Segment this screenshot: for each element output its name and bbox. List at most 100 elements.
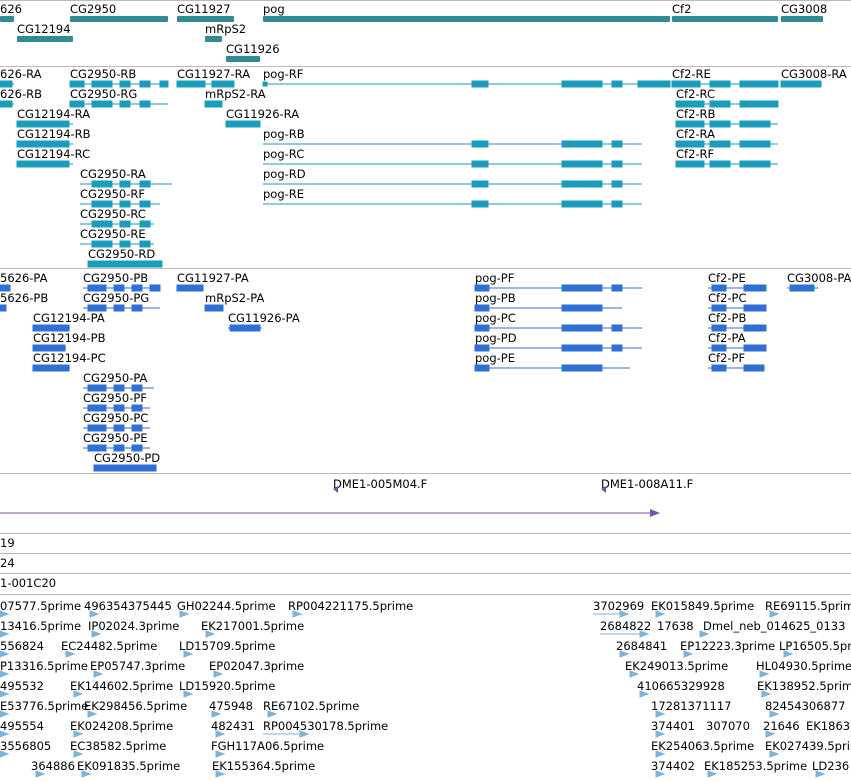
est-label[interactable]: EK144602.5prime [70,679,174,693]
transcript-label[interactable]: CG2950-RB [70,67,137,81]
transcript-label[interactable]: pog-RB [263,127,305,141]
est-label[interactable]: EK024208.5prime [70,719,174,733]
transcript-label[interactable]: Cf2-PA [708,331,746,345]
transcript-label[interactable]: pog-RD [263,167,306,181]
gene-bar[interactable] [0,16,14,22]
transcript-label[interactable]: Cf2-RC [676,87,715,101]
transcript-label[interactable]: CG3008-RA [781,67,847,81]
transcript-label[interactable]: CG3008-PA [787,271,851,285]
transcript-label[interactable]: Cf2-PF [708,351,746,365]
est-label[interactable]: EK091835.5prime [77,759,181,773]
transcript-label[interactable]: Cf2-RF [676,147,715,161]
transcript-label[interactable]: CG2950-PF [83,391,147,405]
transcript-label[interactable]: 5626-PB [0,291,49,305]
est-label[interactable]: 2684822 [600,619,652,633]
est-label[interactable]: RE67102.5prime [263,699,360,713]
gene-label[interactable]: CG2950 [70,2,117,16]
transcript-label[interactable]: CG2950-PD [94,451,161,465]
est-label[interactable]: E53776.5prime [0,699,89,713]
gene-label[interactable]: CG11927 [177,2,231,16]
est-label[interactable]: LD15709.5prime [179,639,276,653]
est-label[interactable]: EK217001.5prime [201,619,305,633]
est-label[interactable]: 13416.5prime [0,619,82,633]
est-label[interactable]: 21646 [763,719,800,733]
transcript-label[interactable]: 626-RA [0,67,42,81]
est-label[interactable]: EK254063.5prime [651,739,755,753]
gene-bar[interactable] [70,16,168,22]
gene-label[interactable]: pog [263,2,285,16]
est-label[interactable]: RP004221175.5prime [288,599,414,613]
est-label[interactable]: Dmel_neb_014625_0133 [703,619,846,633]
transcript-label[interactable]: CG11926-PA [228,311,300,325]
gene-bar[interactable] [17,36,73,42]
transcript-label[interactable]: CG2950-RF [80,187,145,201]
est-label[interactable]: EK249013.5prime [625,659,729,673]
est-label[interactable]: 3702969 [593,599,645,613]
transcript-label[interactable]: CG2950-PB [83,271,149,285]
est-label[interactable]: 496354375445 [84,599,172,613]
gene-label[interactable]: Cf2 [672,2,692,16]
transcript-label[interactable]: Cf2-PC [708,291,747,305]
transcript-label[interactable]: CG2950-PG [83,291,150,305]
est-label[interactable]: EK138952.5prime [757,679,851,693]
est-label[interactable]: EP02047.3prime [209,659,305,673]
transcript-label[interactable]: CG12194-RC [17,147,91,161]
transcript-label[interactable]: mRpS2-PA [205,291,265,305]
est-label[interactable]: LD15920.5prime [179,679,276,693]
est-label[interactable]: RP004530178.5prime [263,719,389,733]
est-label[interactable]: 495532 [0,679,44,693]
est-label[interactable]: EK015849.5prime [651,599,755,613]
transcript-label[interactable]: CG12194-RA [17,107,91,121]
est-label[interactable]: 364886 [31,759,75,773]
est-label[interactable]: 2684841 [616,639,668,653]
est-label[interactable]: 307070 [706,719,750,733]
transcript-label[interactable]: CG2950-RE [80,227,146,241]
gene-label[interactable]: mRpS2 [205,22,247,36]
est-label[interactable]: EP12223.3prime [680,639,776,653]
est-label[interactable]: IP02024.3prime [88,619,180,633]
transcript-label[interactable]: pog-RF [263,67,304,81]
transcript-label[interactable]: 626-RB [0,87,42,101]
transcript-label[interactable]: CG11927-RA [177,67,251,81]
est-label[interactable]: LP16505.5prime [779,639,851,653]
transcript-label[interactable]: Cf2-RE [672,67,711,81]
gene-label[interactable]: CG11926 [226,42,280,56]
transcript-label[interactable]: CG2950-PC [83,411,149,425]
transcript-label[interactable]: pog-PD [475,331,517,345]
est-label[interactable]: HL04930.5prime [756,659,851,673]
est-label[interactable]: 82454306877 [765,699,846,713]
transcript-label[interactable]: CG12194-RB [17,127,91,141]
est-label[interactable]: FGH117A06.5prime [211,739,325,753]
est-label[interactable]: 07577.5prime [0,599,82,613]
est-label[interactable]: 3556805 [0,739,52,753]
transcript-label[interactable]: Cf2-RA [676,127,715,141]
gene-bar[interactable] [672,16,778,22]
est-label[interactable]: EK027439.5prime [765,739,851,753]
transcript-label[interactable]: pog-PC [475,311,516,325]
est-label[interactable]: EK298456.5prime [84,699,188,713]
est-label[interactable]: RE69115.5prime [765,599,851,613]
est-label[interactable]: 17638 [657,619,694,633]
transcript-label[interactable]: CG12194-PA [33,311,105,325]
track-label[interactable]: 1-001C20 [0,576,57,590]
transcript-label[interactable]: CG2950-PE [83,431,148,445]
gene-bar[interactable] [177,16,234,22]
transcript-label[interactable]: CG2950-RA [80,167,146,181]
transcript-label[interactable]: CG11926-RA [226,107,300,121]
gene-bar[interactable] [205,36,222,42]
clone-label[interactable]: DME1-005M04.F [333,477,428,491]
transcript-label[interactable]: CG11927-PA [177,271,249,285]
transcript-label[interactable]: 5626-PA [0,271,48,285]
est-label[interactable]: 410665329928 [637,679,725,693]
gene-bar[interactable] [226,56,260,62]
transcript-label[interactable]: pog-PF [475,271,515,285]
est-label[interactable]: EK185253.5prime [704,759,808,773]
track-label[interactable]: 19 [0,536,15,550]
est-label[interactable]: 374401 [651,719,695,733]
transcript-label[interactable]: Cf2-PE [708,271,746,285]
est-label[interactable]: EK1863 [806,719,851,733]
transcript-label[interactable]: pog-PB [475,291,516,305]
est-label[interactable]: 17281371117 [651,699,732,713]
transcript-label[interactable]: mRpS2-RA [205,87,266,101]
est-label[interactable]: 556824 [0,639,44,653]
